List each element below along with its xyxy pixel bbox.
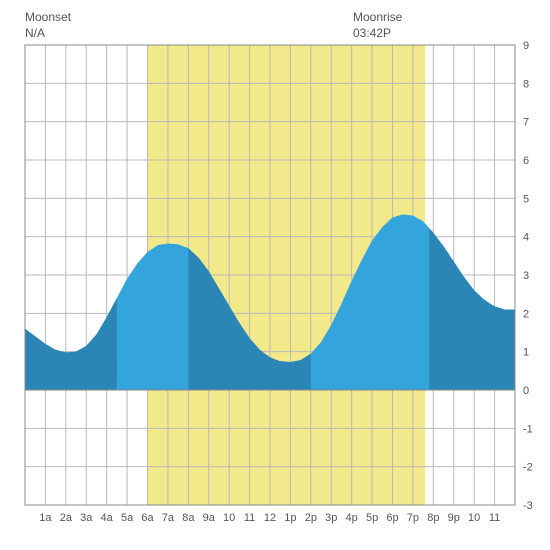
x-tick-label: 6p	[386, 512, 398, 524]
x-tick-label: 3a	[80, 512, 93, 524]
y-tick-label: 7	[523, 117, 529, 129]
moonset-title: Moonset	[25, 10, 71, 26]
y-tick-label: -3	[523, 500, 533, 512]
y-tick-label: 3	[523, 270, 529, 282]
tide-chart-svg: -3-2-101234567891a2a3a4a5a6a7a8a9a101112…	[10, 10, 540, 540]
y-tick-label: 1	[523, 347, 529, 359]
moonset-value: N/A	[25, 26, 71, 42]
x-tick-label: 11	[244, 512, 255, 524]
y-tick-label: 5	[523, 193, 529, 205]
moonrise-value: 03:42P	[353, 26, 402, 42]
y-tick-label: 8	[523, 78, 529, 90]
x-tick-label: 6a	[141, 512, 154, 524]
y-tick-label: -2	[523, 462, 533, 474]
x-tick-label: 9a	[203, 512, 216, 524]
tide-chart-container: Moonset N/A Moonrise 03:42P -3-2-1012345…	[10, 10, 540, 540]
y-tick-label: 4	[523, 232, 529, 244]
y-tick-label: 9	[523, 40, 529, 52]
x-tick-label: 3p	[325, 512, 337, 524]
x-tick-label: 9p	[448, 512, 460, 524]
x-tick-label: 8a	[182, 512, 195, 524]
y-tick-label: 0	[523, 385, 529, 397]
moonset-block: Moonset N/A	[25, 10, 71, 41]
y-tick-label: 6	[523, 155, 529, 167]
y-tick-label: 2	[523, 308, 529, 320]
y-tick-label: -1	[523, 423, 533, 435]
x-tick-label: 7a	[162, 512, 175, 524]
x-tick-label: 8p	[427, 512, 439, 524]
x-tick-label: 5p	[366, 512, 378, 524]
x-tick-label: 10	[468, 512, 480, 524]
x-tick-label: 4p	[346, 512, 358, 524]
x-tick-label: 10	[223, 512, 235, 524]
x-tick-label: 12	[264, 512, 276, 524]
moonrise-block: Moonrise 03:42P	[353, 10, 402, 41]
x-tick-label: 7p	[407, 512, 419, 524]
x-tick-label: 1p	[284, 512, 296, 524]
x-tick-label: 4a	[101, 512, 114, 524]
x-tick-label: 1a	[39, 512, 52, 524]
moonrise-title: Moonrise	[353, 10, 402, 26]
x-tick-label: 5a	[121, 512, 134, 524]
x-tick-label: 11	[489, 512, 500, 524]
x-tick-label: 2p	[305, 512, 317, 524]
x-tick-label: 2a	[60, 512, 73, 524]
